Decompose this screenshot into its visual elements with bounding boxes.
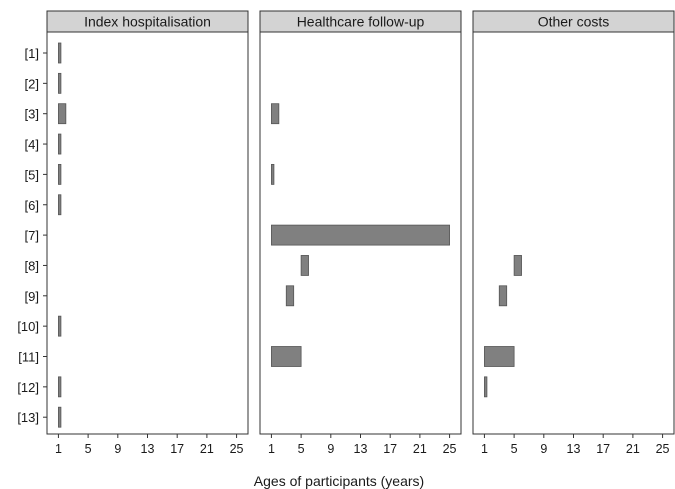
row-labels: [1] [2] [3] [4] [5] [6] [7] [8] [9] [10] [11] [12] [… bbox=[17, 46, 47, 425]
x-tick-label: 17 bbox=[170, 442, 184, 456]
x-tick-label: 1 bbox=[55, 442, 62, 456]
row-label: [7] bbox=[25, 228, 39, 243]
x-axis-title: Ages of participants (years) bbox=[254, 473, 424, 489]
x-tick-label: 21 bbox=[626, 442, 640, 456]
x-tick-label: 13 bbox=[141, 442, 155, 456]
facet-strip bbox=[259, 10, 462, 33]
range-bar bbox=[484, 376, 488, 398]
x-tick-label: 17 bbox=[383, 442, 397, 456]
facet-strip-title: Other costs bbox=[538, 14, 610, 30]
x-tick-label: 5 bbox=[298, 442, 305, 456]
x-tick-label: 13 bbox=[354, 442, 368, 456]
row-label: [8] bbox=[25, 258, 39, 273]
x-tick-label: 9 bbox=[327, 442, 334, 456]
row-label: [6] bbox=[25, 198, 39, 213]
x-tick-label: 1 bbox=[481, 442, 488, 456]
row-label: [5] bbox=[25, 167, 39, 182]
range-bar bbox=[271, 163, 275, 185]
range-bar bbox=[58, 72, 62, 94]
range-bar bbox=[58, 406, 62, 428]
x-tick-label: 13 bbox=[567, 442, 581, 456]
facet-strip-title: Healthcare follow-up bbox=[297, 14, 425, 30]
row-label: [9] bbox=[25, 289, 39, 304]
row-label: [2] bbox=[25, 76, 39, 91]
range-bar bbox=[58, 194, 62, 216]
range-bar bbox=[300, 255, 309, 276]
range-bar bbox=[58, 315, 62, 337]
range-bar bbox=[271, 103, 280, 125]
x-tick-label: 25 bbox=[656, 442, 670, 456]
x-tick-label: 21 bbox=[413, 442, 427, 456]
row-label: [3] bbox=[25, 107, 39, 122]
range-bar bbox=[498, 285, 508, 307]
x-tick-label: 21 bbox=[200, 442, 214, 456]
range-bar bbox=[513, 255, 522, 276]
facet-panel-3: Other costs 1 5 9 13 17 21 25 bbox=[472, 10, 675, 456]
range-bar bbox=[271, 346, 302, 367]
facet-strip bbox=[46, 10, 249, 33]
range-bar bbox=[58, 103, 67, 125]
facet-strip-title: Index hospitalisation bbox=[84, 14, 211, 30]
facet-panel-1: Index hospitalisation 1 5 9 13 17 21 25 bbox=[46, 10, 249, 456]
row-label: [11] bbox=[18, 350, 39, 365]
x-tick-label: 5 bbox=[511, 442, 518, 456]
facet-panel-2: Healthcare follow-up 1 5 9 13 17 21 25 bbox=[259, 10, 462, 456]
x-tick-label: 9 bbox=[114, 442, 121, 456]
range-bar bbox=[58, 376, 62, 398]
x-tick-label: 25 bbox=[230, 442, 244, 456]
x-tick-label: 9 bbox=[540, 442, 547, 456]
x-tick-label: 5 bbox=[85, 442, 92, 456]
row-label: [4] bbox=[25, 137, 39, 152]
range-bar bbox=[271, 224, 450, 246]
facet-strip bbox=[472, 10, 675, 33]
range-bar bbox=[58, 42, 62, 64]
range-bar bbox=[484, 346, 515, 367]
range-bar bbox=[58, 163, 62, 185]
panel-frame bbox=[472, 31, 675, 435]
row-label: [10] bbox=[17, 319, 39, 334]
x-tick-label: 17 bbox=[596, 442, 610, 456]
row-label: [12] bbox=[17, 380, 39, 395]
range-bar bbox=[285, 285, 295, 307]
x-tick-label: 25 bbox=[443, 442, 457, 456]
row-label: [13] bbox=[17, 410, 39, 425]
panel-frame bbox=[46, 31, 249, 435]
row-label: [1] bbox=[25, 46, 39, 61]
x-tick-label: 1 bbox=[268, 442, 275, 456]
range-bar bbox=[58, 133, 62, 155]
